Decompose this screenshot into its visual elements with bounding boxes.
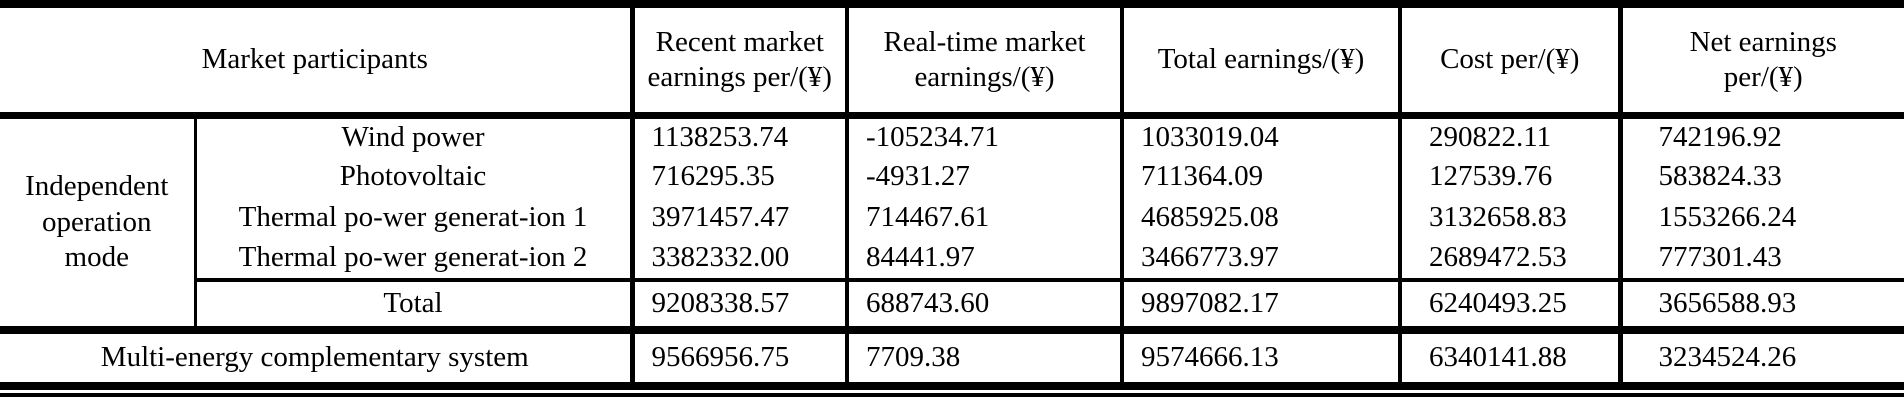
table-row-total: Total 9208338.57 688743.60 9897082.17 62… [0, 277, 1904, 330]
cell-total-earnings: 4685925.08 [1120, 197, 1400, 239]
cell-net-earnings: 742196.92 [1617, 115, 1904, 157]
col-header-net-earnings: Net earnings per/(¥) [1617, 4, 1904, 119]
cell-net-earnings: 3656588.93 [1617, 277, 1904, 330]
col-header-recent-earnings: Recent market earnings per/(¥) [629, 4, 847, 119]
cell-realtime-earnings: 84441.97 [845, 238, 1122, 280]
cell-recent-earnings: 716295.35 [629, 156, 847, 198]
earnings-table: Market participants Recent market earnin… [0, 0, 1904, 390]
cell-realtime-earnings: 7709.38 [845, 325, 1122, 386]
cell-realtime-earnings: 688743.60 [845, 277, 1122, 330]
cell-cost: 127539.76 [1398, 156, 1620, 198]
cell-net-earnings: 1553266.24 [1617, 197, 1904, 239]
cell-recent-earnings: 3382332.00 [629, 238, 847, 280]
system-label: Multi-energy complementary system [0, 325, 632, 386]
participant-name: Wind power [193, 115, 632, 157]
cell-cost: 290822.11 [1398, 115, 1620, 157]
cell-total-earnings: 9574666.13 [1120, 325, 1400, 386]
cell-total-earnings: 3466773.97 [1120, 238, 1400, 280]
total-label: Total [193, 277, 632, 330]
cell-realtime-earnings: 714467.61 [845, 197, 1122, 239]
col-header-total-earnings: Total earnings/(¥) [1120, 4, 1400, 119]
participant-name: Photovoltaic [193, 156, 632, 198]
cell-net-earnings: 3234524.26 [1617, 325, 1904, 386]
row-group-label-independent-mode: Independent operation mode [25, 170, 169, 273]
participant-name: Thermal po-wer generat-ion 2 [193, 238, 632, 280]
cell-recent-earnings: 1138253.74 [629, 115, 847, 157]
col-header-realtime-earnings: Real-time market earnings/(¥) [845, 4, 1122, 119]
cell-net-earnings: 777301.43 [1617, 238, 1904, 280]
cell-total-earnings: 9897082.17 [1120, 277, 1400, 330]
cell-recent-earnings: 9566956.75 [629, 325, 847, 386]
cell-cost: 6240493.25 [1398, 277, 1620, 330]
col-header-market-participants: Market participants [0, 4, 632, 119]
bottom-double-rule [0, 392, 1904, 397]
cell-realtime-earnings: -105234.71 [845, 115, 1122, 157]
table-row-multi-energy-system: Multi-energy complementary system 956695… [0, 325, 1904, 386]
cell-total-earnings: 711364.09 [1120, 156, 1400, 198]
cell-recent-earnings: 9208338.57 [629, 277, 847, 330]
cell-cost: 6340141.88 [1398, 325, 1620, 386]
table-row-wind-power: Independent operation mode Wind power 11… [0, 115, 1904, 273]
header-row: Market participants Recent market earnin… [0, 4, 1904, 119]
cell-total-earnings: 1033019.04 [1120, 115, 1400, 157]
cell-realtime-earnings: -4931.27 [845, 156, 1122, 198]
cell-recent-earnings: 3971457.47 [629, 197, 847, 239]
table-row-thermal-1: Thermal po-wer generat-ion 1 3971457.47 … [0, 197, 1904, 239]
table-row-thermal-2: Thermal po-wer generat-ion 2 3382332.00 … [0, 238, 1904, 280]
cell-cost: 2689472.53 [1398, 238, 1620, 280]
cell-net-earnings: 583824.33 [1617, 156, 1904, 198]
table-row-photovoltaic: Photovoltaic 716295.35 -4931.27 711364.0… [0, 156, 1904, 198]
participant-name: Thermal po-wer generat-ion 1 [193, 197, 632, 239]
cell-cost: 3132658.83 [1398, 197, 1620, 239]
col-header-cost: Cost per/(¥) [1398, 4, 1620, 119]
